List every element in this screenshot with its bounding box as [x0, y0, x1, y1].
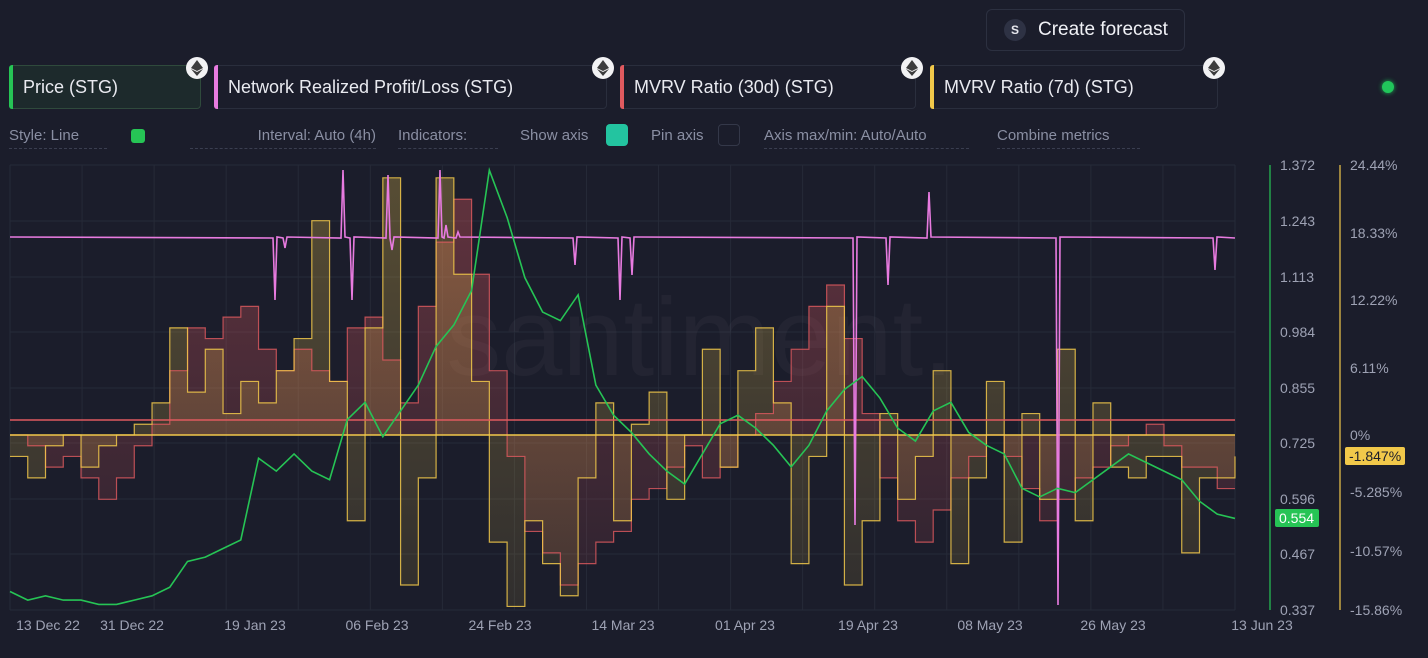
show-axis-label: Show axis: [520, 127, 589, 144]
x-axis-tick: 14 Mar 23: [591, 617, 654, 633]
mvrv-axis-tick: 12.22%: [1350, 292, 1397, 308]
mvrv-axis-tick: -15.86%: [1350, 602, 1402, 618]
x-axis-tick: 26 May 23: [1080, 617, 1146, 633]
mvrv-axis-tick: 6.11%: [1350, 360, 1389, 376]
x-axis-tick: 19 Jan 23: [224, 617, 286, 633]
ethereum-icon: [186, 57, 208, 79]
metric-color-bar: [9, 65, 13, 109]
price-axis-tick: 0.725: [1280, 435, 1315, 451]
price-axis-tick: 1.372: [1280, 157, 1315, 173]
x-axis-tick: 24 Feb 23: [468, 617, 531, 633]
metric-tab-label: Network Realized Profit/Loss (STG): [228, 76, 514, 97]
pin-axis-label: Pin axis: [651, 127, 704, 144]
style-selector[interactable]: Style: Line: [9, 127, 107, 149]
metric-tab-mvrv-7d[interactable]: MVRV Ratio (7d) (STG): [930, 57, 1225, 109]
mvrv-30d-area: [10, 199, 1235, 586]
x-axis-tick: 31 Dec 22: [100, 617, 164, 633]
santiment-watermark: santiment.: [446, 276, 953, 399]
mvrv-axis-tick: -5.285%: [1350, 484, 1402, 500]
metric-color-bar: [620, 65, 624, 109]
mvrv-7d-line: [10, 177, 1236, 608]
create-forecast-button[interactable]: S Create forecast: [986, 9, 1185, 51]
combine-metrics-button[interactable]: Combine metrics: [997, 127, 1140, 149]
mvrv-7d-area: [10, 177, 1235, 607]
x-axis-ticks: 13 Dec 22 31 Dec 22 19 Jan 23 06 Feb 23 24 F…: [16, 617, 1293, 633]
top-bar: S Create forecast: [0, 0, 1428, 58]
price-current-value: 0.554: [1279, 510, 1314, 526]
price-axis-tick: 0.337: [1280, 602, 1315, 618]
price-axis-tick: 1.113: [1280, 269, 1314, 285]
mvrv-axis-tick: 18.33%: [1350, 225, 1397, 241]
price-axis-tick: 0.855: [1280, 380, 1315, 396]
x-axis-tick: 13 Dec 22: [16, 617, 80, 633]
metric-tab-price[interactable]: Price (STG): [9, 57, 208, 109]
interval-selector[interactable]: Interval: Auto (4h): [190, 127, 376, 149]
chart-settings-bar: Style: Line Interval: Auto (4h) Indicato…: [0, 124, 1428, 150]
ethereum-icon: [1203, 57, 1225, 79]
price-axis-tick: 0.984: [1280, 324, 1315, 340]
price-axis-tick: 1.243: [1280, 213, 1315, 229]
metric-color-bar: [930, 65, 934, 109]
chart-axes: [1269, 165, 1341, 610]
network-realized-profit-loss-line: [9, 169, 1236, 606]
price-line: [9, 166, 1236, 606]
metric-tabs: Price (STG) Network Realized Profit/Loss…: [9, 57, 1225, 109]
x-axis-tick: 01 Apr 23: [715, 617, 775, 633]
axis-max-min-selector[interactable]: Axis max/min: Auto/Auto: [764, 127, 969, 149]
metric-tab-label: Price (STG): [23, 76, 119, 97]
ethereum-icon: [901, 57, 923, 79]
santiment-logo-icon: S: [1004, 19, 1026, 41]
mvrv-axis-tick: 0%: [1350, 427, 1370, 443]
metric-tab-network-realized-profit-loss[interactable]: Network Realized Profit/Loss (STG): [214, 57, 614, 109]
indicators-selector[interactable]: Indicators:: [398, 127, 498, 149]
metric-color-bar: [214, 65, 218, 109]
x-axis-tick: 06 Feb 23: [345, 617, 408, 633]
mvrv-current-badge: [1345, 447, 1405, 465]
show-axis-toggle[interactable]: [606, 124, 628, 146]
live-status-dot: [1382, 81, 1394, 93]
mvrv-current-value: -1.847%: [1349, 448, 1401, 464]
x-axis-tick: 08 May 23: [957, 617, 1023, 633]
price-axis-tick: 0.596: [1280, 491, 1315, 507]
price-current-badge: [1275, 509, 1319, 527]
create-forecast-label: Create forecast: [1038, 19, 1168, 40]
metrics-chart[interactable]: santiment. 13 Dec 22 31 Dec 22 19 Jan 23 06…: [0, 150, 1428, 658]
price-axis-tick: 0.467: [1280, 546, 1315, 562]
mvrv-axis-tick: 24.44%: [1350, 157, 1397, 173]
style-color-swatch[interactable]: [131, 129, 145, 143]
series-lines: [9, 166, 1236, 608]
x-axis-tick: 19 Apr 23: [838, 617, 898, 633]
mvrv-areas: [10, 177, 1235, 607]
x-axis-tick: 13 Jun 23: [1231, 617, 1293, 633]
metric-tab-mvrv-30d[interactable]: MVRV Ratio (30d) (STG): [620, 57, 923, 109]
pin-axis-toggle[interactable]: [718, 124, 740, 146]
mvrv-axis-tick: -10.57%: [1350, 543, 1402, 559]
y-axis-ticks: 1.372 1.243 1.113 0.984 0.855 0.725 0.596 0.467…: [1275, 157, 1405, 618]
metric-tab-label: MVRV Ratio (7d) (STG): [944, 76, 1134, 97]
ethereum-icon: [592, 57, 614, 79]
metric-tab-label: MVRV Ratio (30d) (STG): [634, 76, 834, 97]
